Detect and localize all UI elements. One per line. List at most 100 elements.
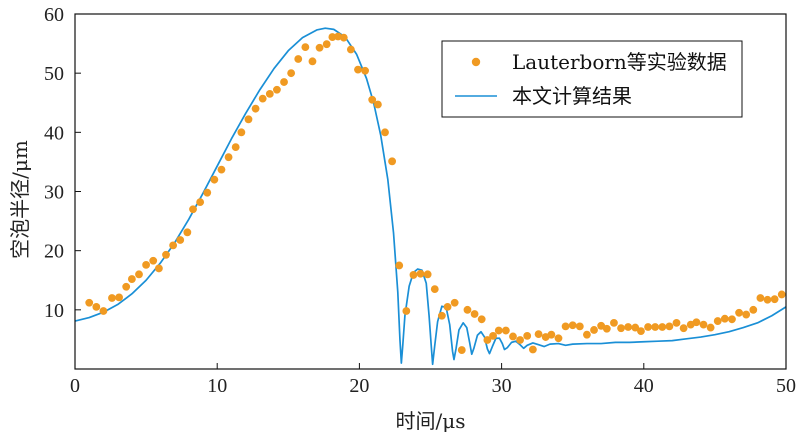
experiment-data-point (135, 270, 143, 279)
experiment-data-point (258, 94, 267, 103)
experiment-data-point (631, 323, 640, 332)
experiment-data-point (756, 294, 765, 302)
experiment-data-point (231, 143, 240, 152)
experiment-data-point (388, 157, 397, 166)
experiment-data-point (528, 345, 537, 354)
computed-series-line (74, 27, 787, 366)
experiment-data-point (477, 315, 486, 324)
experiment-data-point (430, 285, 439, 294)
experiment-data-point (237, 128, 246, 137)
experiment-data-point (210, 175, 219, 184)
experiment-data-point (176, 236, 185, 244)
y-tick-label: 20 (44, 241, 64, 263)
experiment-data-point (361, 66, 369, 75)
experiment-data-point (149, 256, 158, 265)
experiment-data-point (301, 43, 310, 52)
experiment-data-point (679, 324, 688, 333)
axis-tick-labels: 0 10 20 30 40 50 10 20 30 40 50 60 (44, 4, 796, 397)
experiment-data-point (651, 323, 660, 331)
y-axis-title: 空泡半径/μm (8, 140, 32, 259)
x-tick-label: 20 (349, 375, 369, 397)
experiment-data-point (108, 294, 116, 302)
y-tick-label: 40 (44, 122, 64, 144)
experiment-data-point (763, 295, 772, 304)
experiment-data-point (273, 85, 281, 94)
experiment-data-point (244, 115, 253, 124)
experiment-data-point (189, 205, 197, 214)
experiment-data-point (183, 228, 192, 237)
experiment-data-point (443, 302, 452, 311)
y-tick-label: 30 (44, 182, 64, 204)
experiment-data-point (287, 69, 296, 78)
experiment-data-point (554, 334, 563, 343)
experiment-data-point (368, 95, 377, 104)
experiment-data-point (692, 318, 701, 327)
experiment-data-point (658, 323, 667, 331)
experiment-data-point (470, 310, 479, 318)
experiment-data-point (509, 332, 517, 341)
experiment-data-point (122, 282, 131, 291)
experiment-data-point (501, 326, 510, 335)
experiment-data-point (294, 55, 303, 63)
experiment-data-point (547, 330, 556, 339)
experiment-data-point (155, 264, 163, 273)
experiment-data-point (644, 323, 652, 331)
legend-label-computed: 本文计算结果 (512, 84, 632, 108)
experiment-data-point (354, 65, 362, 74)
experiment-data-point (770, 295, 779, 304)
experiment-data-point (494, 326, 503, 335)
experiment-data-point (624, 323, 633, 331)
plot-area (74, 27, 787, 366)
experiment-data-point (590, 326, 598, 334)
experiment-data-point (720, 314, 729, 323)
legend-box (441, 40, 743, 118)
experiment-data-point (328, 33, 337, 41)
legend-marker-experiment (471, 57, 481, 67)
x-axis-title: 时间/μs (396, 409, 466, 433)
experiment-data-point (489, 331, 497, 340)
experiment-data-point (322, 40, 331, 49)
experiment-data-point (457, 346, 466, 354)
experiment-data-point (395, 261, 404, 270)
experiment-data-point (516, 336, 524, 344)
experiment-data-point (749, 305, 758, 314)
experiment-data-point (463, 305, 472, 314)
experiment-data-point (699, 320, 708, 329)
experiment-data-point (706, 323, 715, 332)
legend: Lauterborn等实验数据 本文计算结果 (441, 40, 743, 118)
experiment-data-point (742, 310, 751, 319)
experiment-data-point (409, 271, 418, 279)
experiment-data-point (728, 315, 736, 324)
x-tick-label: 50 (776, 375, 796, 397)
experiment-data-point (381, 128, 389, 137)
y-tick-label: 10 (44, 300, 64, 322)
experiment-data-point (777, 290, 786, 299)
experiment-data-point (450, 298, 459, 307)
experiment-data-point (115, 293, 123, 302)
experiment-data-point (308, 57, 317, 66)
experiment-data-point (423, 270, 432, 279)
experiment-data-point (402, 307, 411, 315)
x-tick-label: 40 (634, 375, 654, 397)
experiment-data-point (534, 330, 543, 338)
y-tick-label: 60 (44, 4, 64, 26)
experiment-data-point (583, 330, 591, 339)
experiment-data-point (224, 153, 233, 162)
experiment-data-point (602, 324, 611, 333)
legend-label-experiment: Lauterborn等实验数据 (512, 50, 727, 74)
experiment-data-point (142, 260, 151, 269)
experiment-data-point (575, 322, 584, 331)
experiment-data-point (280, 78, 288, 86)
experiment-data-point (373, 100, 382, 109)
experiment-data-point (610, 318, 618, 327)
experiment-data-point (617, 324, 625, 333)
experiment-data-point (713, 317, 722, 325)
experiment-data-point (568, 321, 577, 330)
experiment-data-point (416, 269, 425, 278)
x-tick-label: 0 (70, 375, 80, 397)
experiment-data-point (127, 275, 136, 283)
experiment-data-point (251, 104, 260, 113)
experiment-data-point (346, 45, 355, 54)
experiment-data-point (437, 311, 446, 320)
